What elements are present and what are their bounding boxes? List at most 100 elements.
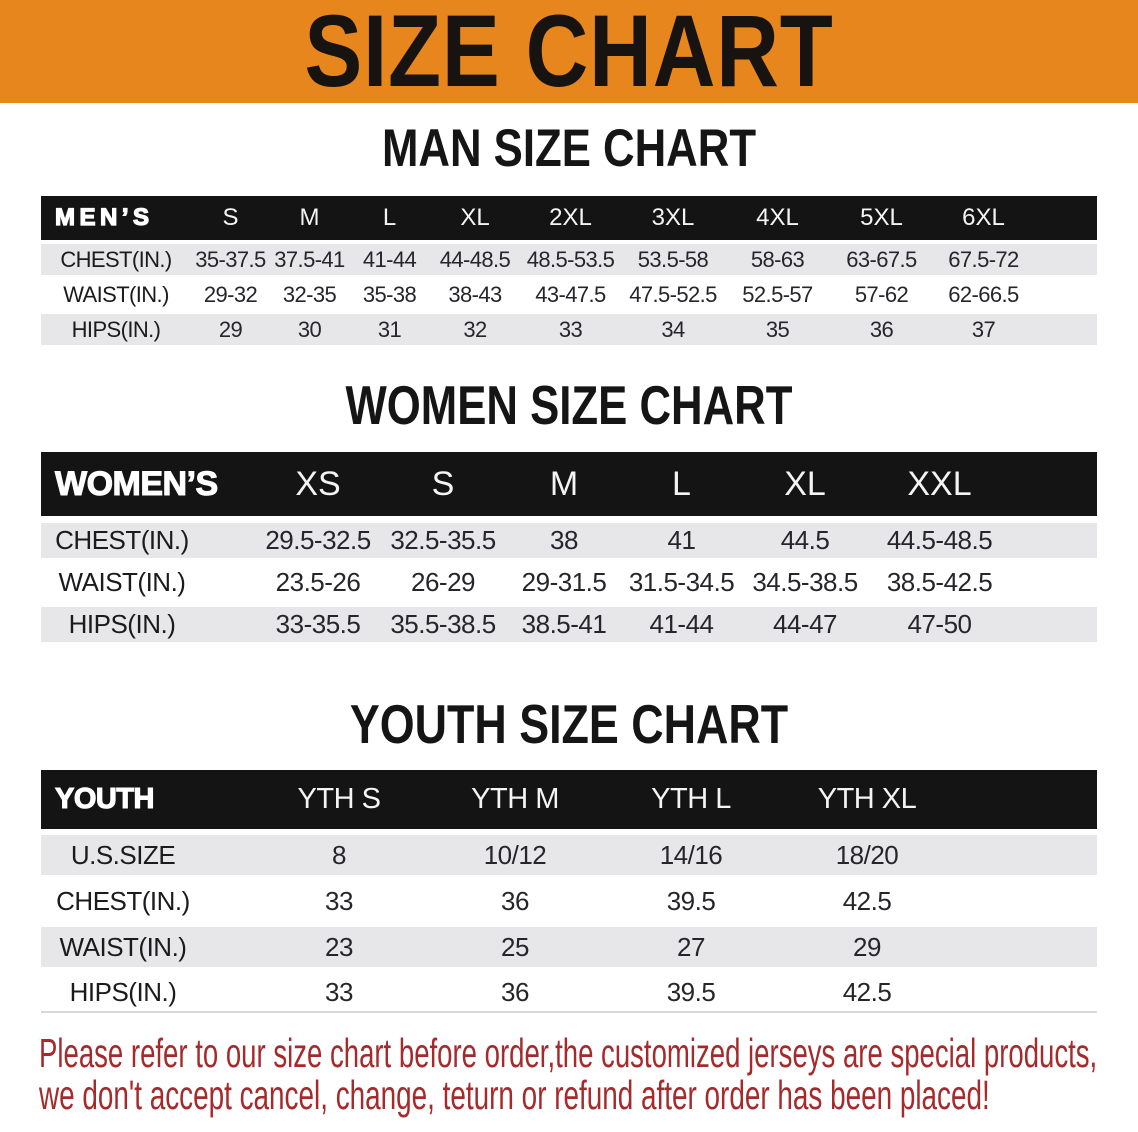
women-column-header-0: XS xyxy=(255,452,381,516)
men-cell-2-0: 29 xyxy=(191,310,270,345)
youth-cell-filler-2 xyxy=(955,921,1097,967)
women-cell-0-4: 44.5 xyxy=(740,516,870,558)
women-cell-1-3: 31.5-34.5 xyxy=(623,558,740,600)
women-cell-filler-2 xyxy=(1009,600,1097,642)
men-column-header-2: L xyxy=(349,196,430,240)
men-row-label-2: HIPS(IN.) xyxy=(41,310,191,345)
youth-column-header-2: YTH L xyxy=(603,770,779,829)
women-cell-0-5: 44.5-48.5 xyxy=(870,516,1009,558)
men-cell-2-8: 37 xyxy=(933,310,1034,345)
women-table-row-0: CHEST(IN.) 29.5-32.5 32.5-35.5 38 41 44.… xyxy=(41,516,1097,558)
women-cell-2-1: 35.5-38.5 xyxy=(381,600,505,642)
youth-column-filler xyxy=(955,770,1097,829)
women-table-row-2: HIPS(IN.) 33-35.5 35.5-38.5 38.5-41 41-4… xyxy=(41,600,1097,642)
disclaimer: Please refer to our size chart before or… xyxy=(39,1032,1138,1116)
disclaimer-line-2: we don't accept cancel, change, teturn o… xyxy=(39,1072,990,1118)
men-cell-2-1: 30 xyxy=(270,310,349,345)
page-title: SIZE CHART xyxy=(304,0,834,108)
men-cell-2-2: 31 xyxy=(349,310,430,345)
women-cell-0-0: 29.5-32.5 xyxy=(255,516,381,558)
women-row-label-1: WAIST(IN.) xyxy=(41,558,255,600)
women-cell-0-2: 38 xyxy=(505,516,623,558)
youth-cell-3-3: 42.5 xyxy=(779,967,955,1013)
women-column-header-1: S xyxy=(381,452,505,516)
youth-cell-0-0: 8 xyxy=(251,829,427,875)
youth-table-row-1: CHEST(IN.) 33 36 39.5 42.5 xyxy=(41,875,1097,921)
men-table-title: MEN’S xyxy=(41,196,191,240)
women-cell-2-4: 44-47 xyxy=(740,600,870,642)
banner: SIZE CHART xyxy=(0,0,1138,103)
youth-cell-filler-1 xyxy=(955,875,1097,921)
women-cell-2-2: 38.5-41 xyxy=(505,600,623,642)
men-table-header-row: MEN’S S M L XL 2XL 3XL 4XL 5XL 6XL xyxy=(41,196,1097,240)
women-cell-1-1: 26-29 xyxy=(381,558,505,600)
men-row-label-0: CHEST(IN.) xyxy=(41,240,191,275)
youth-cell-3-1: 36 xyxy=(427,967,603,1013)
youth-row-label-0: U.S.SIZE xyxy=(41,829,251,875)
women-cell-filler-0 xyxy=(1009,516,1097,558)
youth-row-label-3: HIPS(IN.) xyxy=(41,967,251,1013)
men-cell-2-6: 35 xyxy=(725,310,830,345)
youth-column-header-1: YTH M xyxy=(427,770,603,829)
youth-cell-0-3: 18/20 xyxy=(779,829,955,875)
women-cell-2-5: 47-50 xyxy=(870,600,1009,642)
women-cell-0-1: 32.5-35.5 xyxy=(381,516,505,558)
youth-size-table: YOUTH YTH S YTH M YTH L YTH XL U.S.SIZE … xyxy=(41,770,1097,1013)
women-section-heading: WOMEN SIZE CHART xyxy=(345,374,793,436)
men-cell-0-6: 58-63 xyxy=(725,240,830,275)
youth-cell-1-3: 42.5 xyxy=(779,875,955,921)
men-cell-2-7: 36 xyxy=(830,310,933,345)
women-column-filler xyxy=(1009,452,1097,516)
women-column-header-5: XXL xyxy=(870,452,1009,516)
men-cell-1-4: 43-47.5 xyxy=(520,275,621,310)
men-cell-0-4: 48.5-53.5 xyxy=(520,240,621,275)
youth-cell-0-2: 14/16 xyxy=(603,829,779,875)
women-column-header-4: XL xyxy=(740,452,870,516)
men-column-header-8: 6XL xyxy=(933,196,1034,240)
youth-cell-filler-0 xyxy=(955,829,1097,875)
youth-table-row-3: HIPS(IN.) 33 36 39.5 42.5 xyxy=(41,967,1097,1013)
men-column-header-1: M xyxy=(270,196,349,240)
youth-cell-2-2: 27 xyxy=(603,921,779,967)
women-cell-0-3: 41 xyxy=(623,516,740,558)
youth-column-header-3: YTH XL xyxy=(779,770,955,829)
youth-table-row-2: WAIST(IN.) 23 25 27 29 xyxy=(41,921,1097,967)
youth-cell-2-1: 25 xyxy=(427,921,603,967)
disclaimer-line-1: Please refer to our size chart before or… xyxy=(39,1030,1098,1076)
men-column-header-0: S xyxy=(191,196,270,240)
youth-cell-2-3: 29 xyxy=(779,921,955,967)
youth-cell-3-2: 39.5 xyxy=(603,967,779,1013)
men-cell-0-0: 35-37.5 xyxy=(191,240,270,275)
women-row-label-0: CHEST(IN.) xyxy=(41,516,255,558)
men-cell-2-4: 33 xyxy=(520,310,621,345)
youth-cell-1-2: 39.5 xyxy=(603,875,779,921)
men-cell-1-2: 35-38 xyxy=(349,275,430,310)
men-cell-2-5: 34 xyxy=(621,310,725,345)
youth-row-label-1: CHEST(IN.) xyxy=(41,875,251,921)
men-table-row-0: CHEST(IN.) 35-37.5 37.5-41 41-44 44-48.5… xyxy=(41,240,1097,275)
youth-section-heading: YOUTH SIZE CHART xyxy=(349,693,789,755)
women-table-header-row: WOMEN’S XS S M L XL XXL xyxy=(41,452,1097,516)
youth-cell-2-0: 23 xyxy=(251,921,427,967)
men-cell-1-7: 57-62 xyxy=(830,275,933,310)
men-table-row-1: WAIST(IN.) 29-32 32-35 35-38 38-43 43-47… xyxy=(41,275,1097,310)
women-cell-2-3: 41-44 xyxy=(623,600,740,642)
youth-cell-1-1: 36 xyxy=(427,875,603,921)
men-column-header-6: 4XL xyxy=(725,196,830,240)
men-cell-0-3: 44-48.5 xyxy=(430,240,520,275)
men-cell-0-7: 63-67.5 xyxy=(830,240,933,275)
men-column-header-5: 3XL xyxy=(621,196,725,240)
men-column-header-4: 2XL xyxy=(520,196,621,240)
youth-cell-0-1: 10/12 xyxy=(427,829,603,875)
men-table-row-2: HIPS(IN.) 29 30 31 32 33 34 35 36 37 xyxy=(41,310,1097,345)
men-cell-1-1: 32-35 xyxy=(270,275,349,310)
women-cell-1-4: 34.5-38.5 xyxy=(740,558,870,600)
men-cell-filler-1 xyxy=(1034,275,1097,310)
women-cell-1-0: 23.5-26 xyxy=(255,558,381,600)
youth-column-header-0: YTH S xyxy=(251,770,427,829)
men-cell-filler-0 xyxy=(1034,240,1097,275)
men-cell-1-8: 62-66.5 xyxy=(933,275,1034,310)
women-table-title: WOMEN’S xyxy=(41,452,255,516)
youth-table-header-row: YOUTH YTH S YTH M YTH L YTH XL xyxy=(41,770,1097,829)
women-cell-1-5: 38.5-42.5 xyxy=(870,558,1009,600)
